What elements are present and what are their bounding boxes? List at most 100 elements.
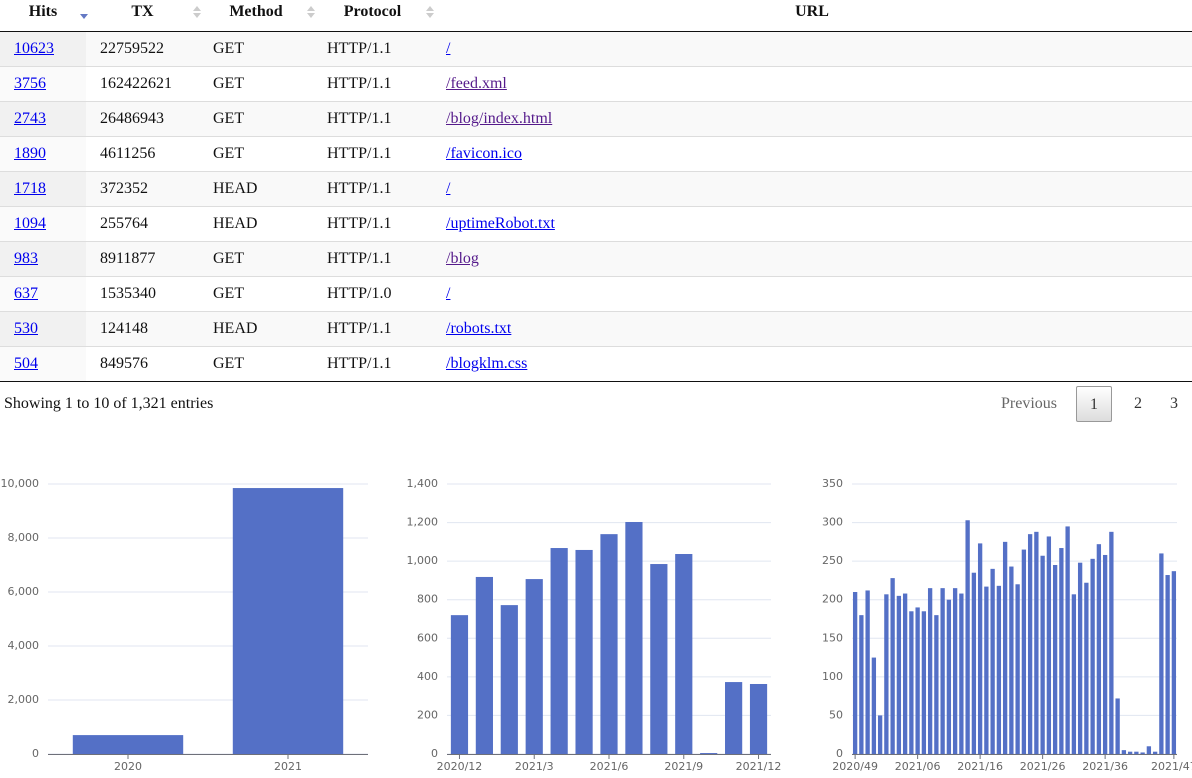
- cell-text: 849576: [100, 354, 148, 372]
- hits-link[interactable]: 1890: [14, 144, 46, 162]
- bar: [700, 753, 718, 754]
- page-button[interactable]: 2: [1134, 395, 1142, 412]
- table-row: 1718 372352 HEAD HTTP/1.1 /: [0, 170, 1192, 206]
- hits-link[interactable]: 10623: [14, 39, 54, 57]
- y-tick-label: 0: [431, 747, 438, 760]
- x-tick-label: 2020: [114, 760, 142, 773]
- column-header[interactable]: Hits: [0, 0, 88, 32]
- y-tick-label: 50: [829, 708, 843, 721]
- table-cell: HTTP/1.0: [313, 275, 432, 311]
- bar: [1002, 541, 1008, 754]
- url-link[interactable]: /blog/index.html: [446, 109, 553, 127]
- table-cell: HEAD: [199, 310, 313, 346]
- y-tick-label: 1,400: [407, 477, 439, 490]
- cell-text: HTTP/1.1: [327, 109, 392, 127]
- bar: [1134, 751, 1139, 754]
- bar: [725, 682, 743, 754]
- url-link[interactable]: /blog: [446, 249, 479, 267]
- previous-button[interactable]: Previous: [1001, 395, 1057, 412]
- table-cell: 3756: [0, 65, 86, 101]
- table-row: 637 1535340 GET HTTP/1.0 /: [0, 275, 1192, 311]
- hits-link[interactable]: 3756: [14, 74, 46, 92]
- bar: [1146, 746, 1152, 754]
- y-tick-label: 200: [417, 708, 438, 721]
- column-header[interactable]: Method: [199, 0, 315, 32]
- page-button[interactable]: 3: [1170, 395, 1178, 412]
- x-tick-label: 2020/49: [832, 760, 878, 773]
- table-row: 983 8911877 GET HTTP/1.1/blog: [0, 240, 1192, 276]
- cell-text: HEAD: [213, 179, 258, 197]
- header-label: Method: [229, 3, 283, 20]
- bar: [1059, 548, 1064, 754]
- table-cell: 637: [0, 275, 86, 311]
- table-row: 1890 4611256 GET HTTP/1.1/favicon.ico: [0, 135, 1192, 171]
- url-link[interactable]: /: [446, 39, 451, 57]
- bar: [1034, 531, 1039, 754]
- column-header[interactable]: Protocol: [313, 0, 434, 32]
- table-cell: 22759522: [86, 30, 199, 66]
- x-tick-label: 2021/3: [515, 760, 554, 773]
- table-cell: HTTP/1.1: [313, 240, 432, 276]
- cell-text: 8911877: [100, 249, 156, 267]
- column-header[interactable]: URL: [432, 0, 1192, 32]
- hits-link[interactable]: 504: [14, 354, 38, 372]
- y-tick-label: 100: [822, 670, 843, 683]
- column-header[interactable]: TX: [86, 0, 201, 32]
- hits-link[interactable]: 1094: [14, 214, 46, 232]
- url-link[interactable]: /blogklm.css: [446, 354, 528, 372]
- bar: [902, 593, 908, 754]
- url-link[interactable]: /uptimeRobot.txt: [446, 214, 555, 232]
- table-cell: 26486943: [86, 100, 199, 136]
- table-cell: HEAD: [199, 170, 313, 206]
- hits-link[interactable]: 983: [14, 249, 38, 267]
- table-cell: 504: [0, 345, 86, 382]
- url-link[interactable]: /: [446, 284, 451, 302]
- bar: [871, 657, 877, 754]
- url-link[interactable]: /: [446, 179, 451, 197]
- table-cell: 162422621: [86, 65, 199, 101]
- cell-text: GET: [213, 284, 245, 302]
- bar: [965, 520, 970, 754]
- y-tick-label: 200: [822, 593, 843, 606]
- bar: [865, 590, 870, 754]
- url-link[interactable]: /feed.xml: [446, 74, 507, 92]
- bar: [1109, 531, 1114, 754]
- bar: [1052, 565, 1058, 754]
- header-label: Protocol: [343, 3, 402, 20]
- hits-link[interactable]: 1718: [14, 179, 46, 197]
- table-row: 530 124148 HEAD HTTP/1.1/robots.txt: [0, 310, 1192, 346]
- table-cell: /blogklm.css: [432, 345, 1192, 382]
- x-tick-label: 2021/9: [664, 760, 703, 773]
- table-cell: /: [432, 275, 1192, 311]
- bar: [675, 554, 693, 754]
- bar: [1071, 594, 1077, 754]
- bar: [1171, 571, 1177, 754]
- bar: [1077, 562, 1083, 754]
- hits-link[interactable]: 637: [14, 284, 38, 302]
- url-link[interactable]: /favicon.ico: [446, 144, 522, 162]
- y-tick-label: 8,000: [8, 531, 40, 544]
- table-row: 504 849576 GET HTTP/1.1/blogklm.css: [0, 345, 1192, 382]
- url-link[interactable]: /robots.txt: [446, 319, 512, 337]
- x-tick-label: 2021/47: [1151, 760, 1192, 773]
- table-cell: 8911877: [86, 240, 199, 276]
- hits-link[interactable]: 530: [14, 319, 38, 337]
- y-tick-label: 4,000: [8, 639, 40, 652]
- y-tick-label: 350: [822, 477, 843, 490]
- table-cell: HTTP/1.1: [313, 135, 432, 171]
- x-tick-label: 2021/6: [590, 760, 629, 773]
- bar: [1015, 584, 1020, 754]
- page-button[interactable]: 1: [1076, 386, 1112, 422]
- table-cell: 1535340: [86, 275, 199, 311]
- bar: [1165, 575, 1170, 754]
- x-tick-label: 2020/12: [437, 760, 483, 773]
- hits-link[interactable]: 2743: [14, 109, 46, 127]
- bar: [1159, 553, 1164, 754]
- bar: [1140, 752, 1145, 754]
- bar: [915, 607, 920, 754]
- table-cell: /robots.txt: [432, 310, 1192, 346]
- bar: [72, 735, 184, 754]
- bar: [1021, 549, 1027, 754]
- bar: [525, 579, 543, 754]
- y-tick-label: 2,000: [8, 693, 40, 706]
